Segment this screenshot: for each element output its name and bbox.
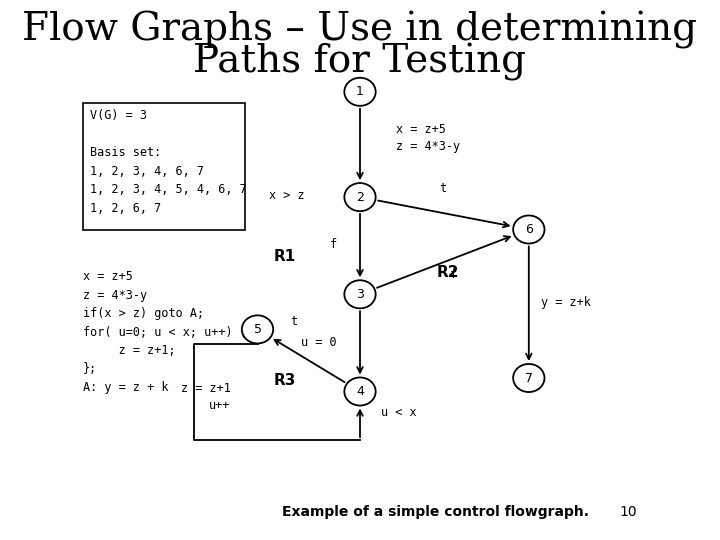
Circle shape: [344, 78, 376, 106]
Text: x > z: x > z: [269, 189, 305, 202]
Text: 2: 2: [356, 191, 364, 204]
Circle shape: [344, 377, 376, 406]
Text: x = z+5
z = 4*3-y
if(x > z) goto A;
for( u=0; u < x; u++) {
     z = z+1;
};
A: : x = z+5 z = 4*3-y if(x > z) goto A; for(…: [83, 270, 246, 394]
Text: 7: 7: [525, 372, 533, 384]
Text: R3: R3: [274, 373, 296, 388]
Text: y = z+k: y = z+k: [541, 296, 590, 309]
Text: u = 0: u = 0: [302, 336, 337, 349]
Text: u < x: u < x: [381, 406, 417, 419]
Text: 4: 4: [356, 385, 364, 398]
FancyBboxPatch shape: [83, 103, 246, 230]
Text: t: t: [440, 183, 446, 195]
Text: R2: R2: [436, 265, 459, 280]
Text: R1: R1: [274, 249, 296, 264]
Text: f: f: [450, 268, 457, 281]
Circle shape: [344, 280, 376, 308]
Text: V(G) = 3

Basis set:
1, 2, 3, 4, 6, 7
1, 2, 3, 4, 5, 4, 6, 7
1, 2, 6, 7: V(G) = 3 Basis set: 1, 2, 3, 4, 6, 7 1, …: [90, 109, 247, 214]
Text: Paths for Testing: Paths for Testing: [194, 43, 526, 81]
Text: x = z+5
z = 4*3-y: x = z+5 z = 4*3-y: [396, 123, 460, 153]
Text: Flow Graphs – Use in determining: Flow Graphs – Use in determining: [22, 11, 698, 49]
Circle shape: [513, 215, 544, 244]
Text: t: t: [291, 315, 298, 328]
Text: 6: 6: [525, 223, 533, 236]
Text: 5: 5: [253, 323, 261, 336]
Circle shape: [344, 183, 376, 211]
Circle shape: [513, 364, 544, 392]
Text: 3: 3: [356, 288, 364, 301]
Text: f: f: [330, 238, 337, 251]
Text: Example of a simple control flowgraph.: Example of a simple control flowgraph.: [282, 505, 589, 519]
Text: z = z+1
u++: z = z+1 u++: [181, 382, 230, 412]
Circle shape: [242, 315, 273, 343]
Text: 10: 10: [620, 505, 637, 519]
Text: 1: 1: [356, 85, 364, 98]
